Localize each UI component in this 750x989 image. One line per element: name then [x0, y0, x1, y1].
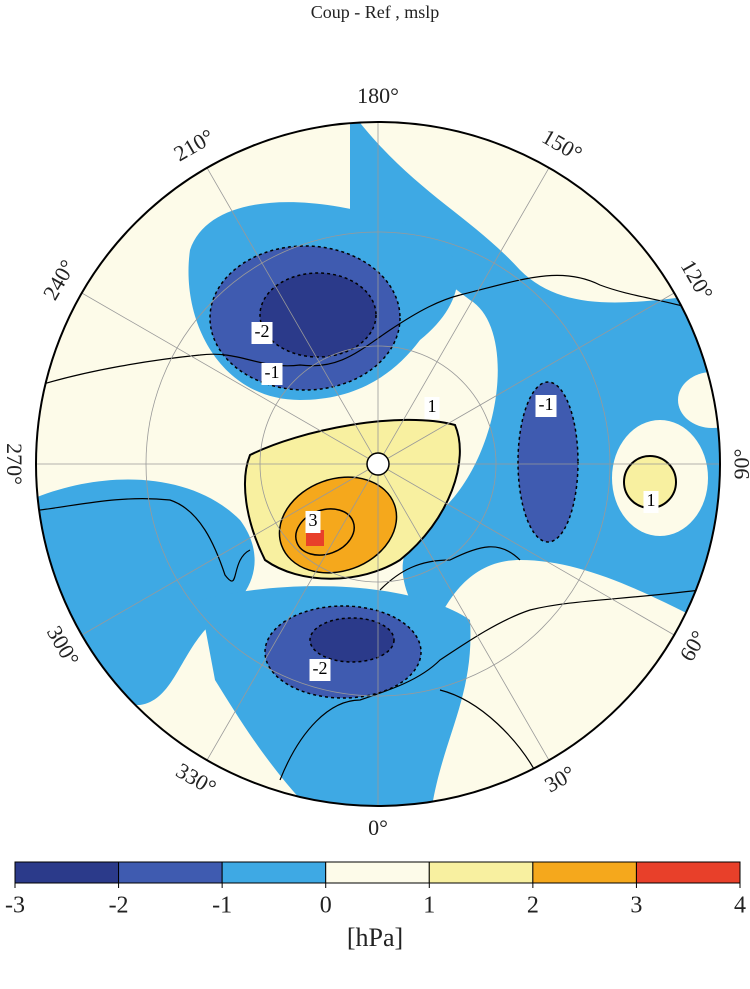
longitude-label: 120°	[676, 255, 719, 304]
contour-label-bg	[424, 397, 440, 419]
contour-label-bg	[305, 511, 321, 533]
colorbar-tick-label: -3	[5, 893, 25, 919]
contour-label-bg	[251, 322, 273, 344]
meridian	[206, 167, 373, 455]
contour-label: -1	[265, 362, 280, 382]
colorbar-segment	[325, 861, 430, 884]
longitude-label: 270°	[2, 443, 27, 485]
field-low	[517, 381, 579, 543]
contour-label-bg	[643, 491, 659, 513]
colorbar-tick-label: 0	[320, 893, 332, 919]
field-positive	[278, 476, 398, 574]
colorbar-tick-label: -2	[109, 893, 129, 919]
longitude-label: 90°	[729, 449, 750, 480]
pole	[366, 452, 390, 476]
meridian	[81, 292, 369, 459]
graticule	[36, 122, 720, 806]
contour-label: 3	[309, 510, 318, 530]
contour-label: 1	[428, 396, 437, 416]
longitude-label: 60°	[674, 626, 711, 665]
field-max	[306, 530, 324, 546]
contour-label: -1	[539, 394, 554, 414]
meridian	[383, 473, 550, 761]
contour-label-bg	[309, 659, 331, 681]
longitude-label: 180°	[357, 83, 399, 108]
longitude-label: 150°	[538, 124, 587, 167]
colorbar-tick-label: 2	[527, 893, 539, 919]
field-low	[309, 617, 395, 663]
longitude-label: 0°	[368, 815, 388, 840]
contour-label: -2	[313, 658, 328, 678]
longitude-label: 210°	[169, 124, 218, 167]
colorbar-tick-label: 1	[423, 893, 435, 919]
colorbar-segment	[428, 861, 534, 884]
meridian	[206, 473, 373, 761]
meridian	[387, 469, 675, 636]
field-low	[259, 272, 377, 358]
field-zero	[678, 372, 720, 428]
contour-label-bg	[535, 395, 557, 417]
map-border	[35, 121, 721, 807]
longitude-label: 30°	[540, 760, 579, 797]
colorbar-segment	[118, 861, 223, 884]
longitude-label: 240°	[38, 255, 81, 304]
title: Coup - Ref , mslp	[311, 2, 440, 22]
colorbar-segment	[14, 861, 120, 884]
contour-label: 1	[647, 490, 656, 510]
colorbar-segment	[532, 861, 637, 884]
meridian	[81, 469, 369, 636]
meridian	[387, 292, 675, 459]
meridian	[383, 167, 550, 455]
colorbar-label: [hPa]	[347, 923, 403, 952]
colorbar-tick-label: -1	[212, 893, 232, 919]
colorbar-tick-label: 4	[734, 893, 746, 919]
colorbar-segment	[635, 861, 741, 884]
colorbar-segment	[221, 861, 327, 884]
contour-label-bg	[261, 363, 283, 385]
colorbar-tick-label: 3	[630, 893, 642, 919]
contour-label: -2	[255, 321, 270, 341]
